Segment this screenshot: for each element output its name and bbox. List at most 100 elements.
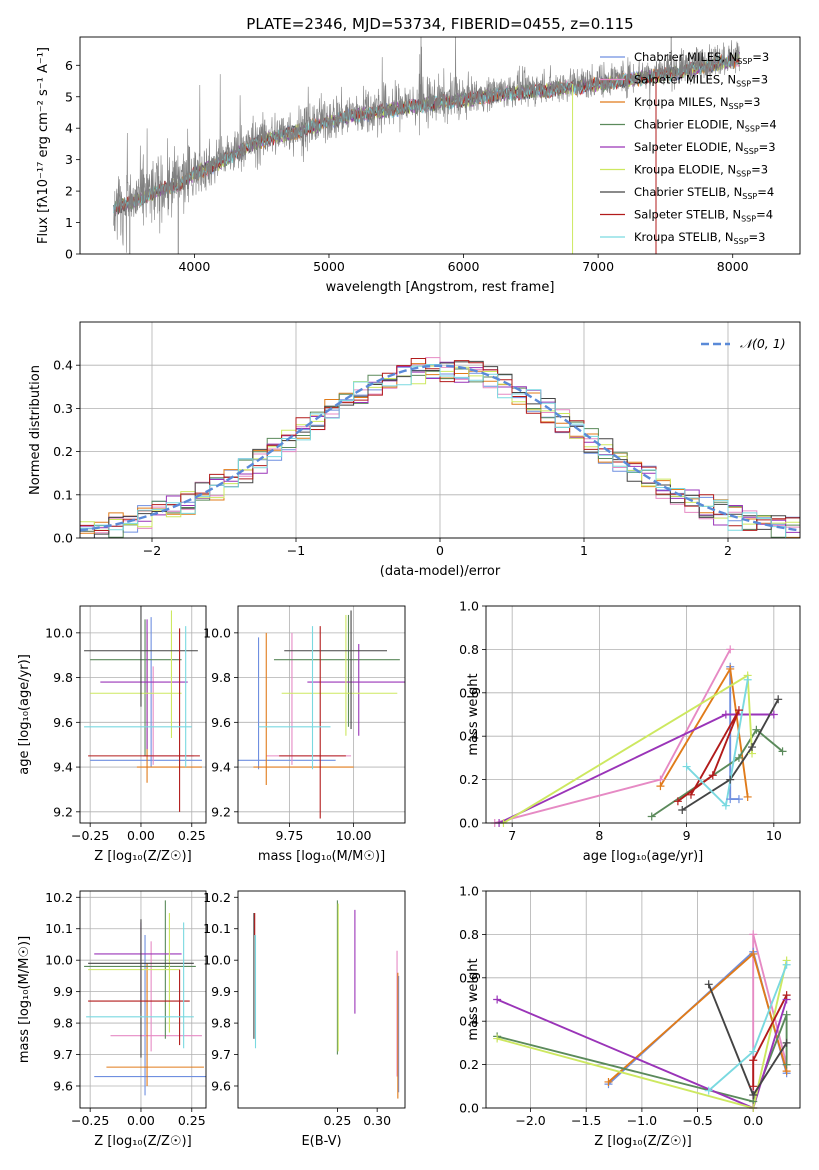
y-tick-label: 1 [65, 215, 73, 230]
x-axis-label: mass [log₁₀(M/M☉)] [258, 849, 385, 864]
plot-area-age_vs_mass [238, 610, 405, 819]
legend-text: Salpeter ELODIE, N [634, 140, 744, 154]
plot-area-age_vs_Z [84, 606, 202, 812]
legend-text: =4 [760, 118, 777, 132]
chart-mass_vs_Z: −0.25 0.00 0.25 9.6 9.7 9.8 9.9 10.0 10.1 10.2 Z [… [17, 890, 207, 1149]
plot-frame [79, 890, 207, 1109]
y-tick-label: 0.3 [53, 401, 73, 416]
weight-series-line [681, 698, 780, 811]
legend-subscript: SSP [737, 57, 752, 66]
y-tick-label: 9.7 [53, 1047, 73, 1062]
weight-marker [782, 991, 791, 1000]
chart-age_vs_Z: −0.25 0.00 0.25 9.2 9.4 9.6 9.8 10.0 Z [log₁₀(Z/… [17, 605, 207, 864]
weight-marker [726, 645, 735, 654]
legend-text: =4 [757, 185, 774, 199]
weight-marker [682, 762, 691, 771]
y-tick-label: 10.0 [203, 953, 231, 968]
plot-frame [485, 890, 801, 1109]
weight-marker [734, 753, 743, 762]
weight-marker [749, 1047, 758, 1056]
weight-marker [678, 805, 687, 814]
x-tick-label: 0.0 [743, 1113, 763, 1128]
weight-marker [673, 797, 682, 806]
x-axis-label: (data-model)/error [380, 564, 501, 579]
legend-label: Kroupa MILES, NSSP=3 [634, 95, 760, 111]
weight-marker [493, 1034, 502, 1043]
y-axis-label: mass weight [466, 958, 481, 1040]
weight-marker [769, 710, 778, 719]
y-tick-label: 0.0 [53, 531, 73, 546]
x-tick-label: 6000 [448, 259, 480, 274]
x-tick-label: 10 [766, 828, 782, 843]
y-axis-label: mass [log₁₀(M/M☉)] [17, 936, 32, 1063]
chart-age_vs_mass: 9.75 10.00 9.2 9.4 9.6 9.8 10.0 mass [log₁₀(M/M… [203, 605, 406, 864]
x-axis-label: Z [log₁₀(Z/Z☉)] [94, 1134, 191, 1149]
x-tick-label: 0 [436, 543, 444, 558]
x-tick-label: −1 [287, 543, 305, 558]
legend-subscript: SSP [734, 237, 749, 246]
weight-marker [726, 664, 735, 673]
weight-marker [493, 995, 502, 1004]
y-tick-label: 9.2 [211, 804, 231, 819]
y-tick-label: 0.2 [53, 444, 73, 459]
chart-weight_vs_Z: −2.0 −1.5 −1.0 −0.5 0.0 0.0 0.2 0.4 0.6 0.8 1.0 Z [… [459, 884, 801, 1149]
x-tick-label: 0.25 [178, 1113, 206, 1128]
y-tick-label: 10.0 [45, 625, 73, 640]
weight-marker [782, 960, 791, 969]
plot-frame [79, 605, 207, 824]
weight-marker [752, 725, 761, 734]
legend-text: =3 [759, 140, 776, 154]
legend-text: =3 [749, 230, 766, 244]
legend-text: Kroupa STELIB, N [634, 230, 734, 244]
y-tick-label: 10.0 [203, 625, 231, 640]
y-tick-label: 0.6 [459, 970, 479, 985]
x-tick-label: 7 [508, 828, 516, 843]
weight-marker [604, 1077, 613, 1086]
x-axis-label: Z [log₁₀(Z/Z☉)] [94, 849, 191, 864]
x-tick-label: 2 [724, 543, 732, 558]
y-tick-label: 0.2 [459, 1057, 479, 1072]
plot-area-spectrum [113, 37, 740, 254]
y-tick-label: 9.4 [53, 760, 73, 775]
x-tick-label: −2 [143, 543, 161, 558]
y-tick-label: 0.2 [459, 772, 479, 787]
x-tick-label: 10.00 [336, 828, 372, 843]
legend-label: Chabrier ELODIE, NSSP=4 [634, 118, 777, 134]
legend-label: 𝒩(0, 1) [740, 336, 786, 351]
x-tick-label: −0.5 [682, 1113, 712, 1128]
weight-marker [774, 695, 783, 704]
legend-text: Salpeter MILES, N [634, 73, 736, 87]
plot-area-mass_vs_Z [84, 900, 206, 1096]
x-axis-label: wavelength [Angstrom, rest frame] [326, 280, 555, 295]
y-tick-label: 10.1 [203, 921, 231, 936]
y-tick-label: 6 [65, 58, 73, 73]
x-axis-label: E(B-V) [301, 1134, 341, 1149]
weight-marker [734, 706, 743, 715]
legend-label: Salpeter MILES, NSSP=3 [634, 73, 768, 89]
x-tick-label: −0.25 [71, 828, 109, 843]
x-tick-label: 0.25 [323, 1113, 351, 1128]
weight-marker [749, 930, 758, 939]
y-tick-label: 9.9 [53, 984, 73, 999]
y-tick-label: 1.0 [459, 599, 479, 614]
legend-label: Kroupa ELODIE, NSSP=3 [634, 163, 768, 179]
weight-marker [749, 1090, 758, 1099]
y-tick-label: 0.8 [459, 642, 479, 657]
weight-series-line [677, 709, 740, 803]
legend-subscript: SSP [729, 102, 744, 111]
weight-marker [656, 782, 665, 791]
y-tick-label: 4 [65, 121, 73, 136]
legend-text: Kroupa ELODIE, N [634, 163, 736, 177]
legend-text: =3 [751, 163, 768, 177]
legend-label: Chabrier MILES, NSSP=3 [634, 50, 769, 66]
y-tick-label: 1.0 [459, 884, 479, 899]
weight-marker [708, 771, 717, 780]
y-tick-label: 9.4 [211, 760, 231, 775]
legend-subscript: SSP [736, 170, 751, 179]
residual-histogram-step [80, 364, 800, 538]
weight-marker [748, 743, 757, 752]
y-tick-label: 9.6 [53, 715, 73, 730]
x-tick-label: 8000 [717, 259, 749, 274]
